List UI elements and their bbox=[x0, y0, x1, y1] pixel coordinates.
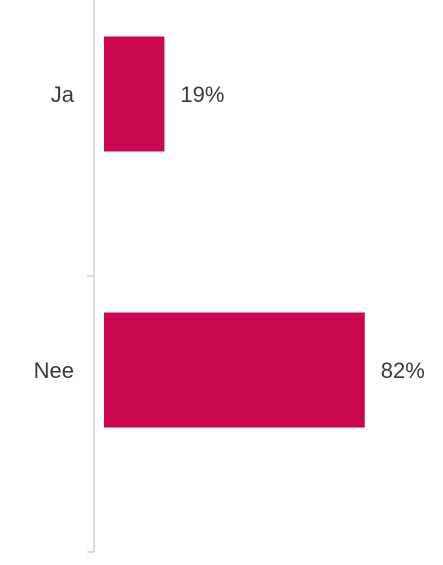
data-label: 82% bbox=[381, 358, 425, 383]
bar-ja bbox=[104, 36, 165, 152]
data-label: 19% bbox=[180, 82, 224, 107]
category-label: Ja bbox=[51, 82, 75, 107]
bar-nee bbox=[104, 312, 365, 428]
category-label: Nee bbox=[34, 358, 74, 383]
